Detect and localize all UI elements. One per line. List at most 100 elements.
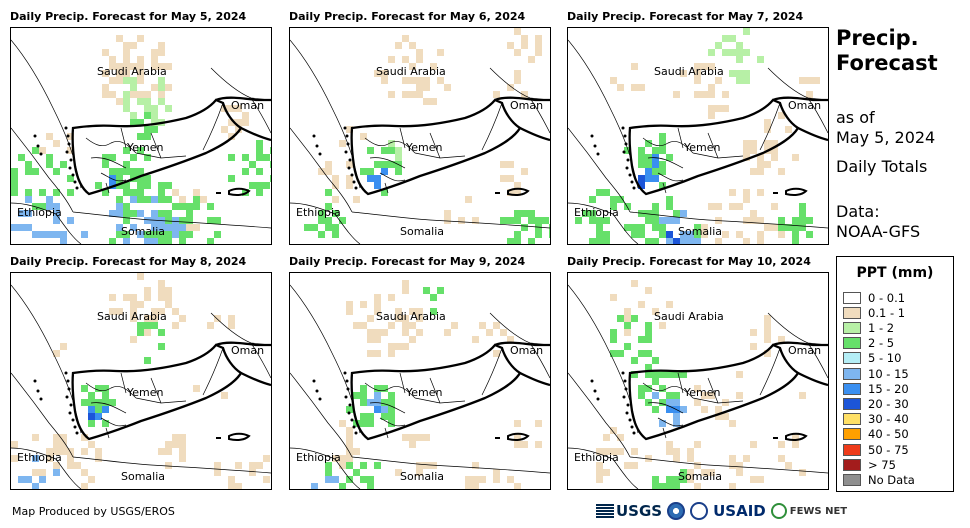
somalia-label: Somalia [678,470,723,483]
panel-title-may8: Daily Precip. Forecast for May 8, 2024 [10,255,247,268]
precip-map-svg [568,280,828,489]
legend-swatch [843,367,861,380]
red-sea-islands [590,126,636,190]
legend-item: 1 - 2 [843,320,894,335]
precip-map-svg [290,28,550,244]
yemen-label: Yemen [684,141,721,154]
map-panel-may8: Saudi Arabia Oman Yemen Ethiopia Somalia [10,272,272,490]
yemen-border [350,343,522,441]
legend-label: 40 - 50 [868,427,909,442]
forecast-title-line2: Forecast [836,51,938,75]
legend-label: 10 - 15 [868,366,909,381]
legend-label: 15 - 20 [868,381,909,396]
legend-item: 15 - 20 [843,381,909,396]
panel-title-may9: Daily Precip. Forecast for May 9, 2024 [289,255,526,268]
legend-swatch [843,291,861,304]
oman-border [494,341,550,387]
oman-border [494,96,550,142]
legend-swatch [843,382,861,395]
socotra-island [228,432,251,441]
legend-item: > 75 [843,457,896,472]
oman-label: Oman [231,344,265,357]
somalia-label: Somalia [678,225,723,238]
forecast-title: Precip. Forecast [836,26,938,76]
legend-item: 2 - 5 [843,336,894,351]
legend-item: 40 - 50 [843,427,909,442]
ethiopia-label: Ethiopia [296,451,341,464]
precip-map-svg [290,280,550,489]
fews-net-logo-text: FEWS NET [789,505,848,517]
red-sea-islands [590,371,636,435]
legend-swatch [843,473,861,486]
saudi-arabia-label: Saudi Arabia [654,65,724,78]
usaid-logo: USAID [713,502,766,520]
precip-grid [304,28,550,244]
country-borders [11,284,271,489]
saudi-arabia-label: Saudi Arabia [376,65,446,78]
yemen-label: Yemen [684,386,721,399]
oman-label: Oman [231,99,265,112]
yemen-border [628,98,800,196]
legend-swatch [843,428,861,441]
oman-label: Oman [788,344,822,357]
legend-label: No Data [868,472,915,487]
precip-map-svg [11,273,271,489]
precip-map-svg [568,28,828,244]
fews-net-logo: FEWS NET [770,503,848,519]
oman-label: Oman [788,99,822,112]
oman-label: Oman [510,344,544,357]
legend-swatch [843,443,861,456]
legend-swatch [843,413,861,426]
saudi-arabia-label: Saudi Arabia [97,65,167,78]
red-sea-islands [33,371,79,435]
noaa-seal-icon [667,502,686,520]
map-panel-may5: Saudi Arabia Oman Yemen Ethiopia Somalia [10,27,272,245]
map-panel-may10: Saudi Arabia Oman Yemen Ethiopia Somalia [567,272,829,490]
legend-swatch [843,458,861,471]
oman-border [215,341,271,387]
socotra-island [228,187,251,196]
somalia-label: Somalia [400,225,445,238]
legend-swatch [843,306,861,319]
legend-swatch [843,337,861,350]
red-sea-islands [312,126,358,190]
yemen-border [71,343,243,441]
map-panel-may7: Saudi Arabia Oman Yemen Ethiopia Somalia [567,27,829,245]
agency-logos: USGS USAID FEWS NET [596,498,847,524]
yemen-label: Yemen [406,141,443,154]
somalia-label: Somalia [121,470,166,483]
red-sea-islands [312,371,358,435]
legend-item: 50 - 75 [843,442,909,457]
usgs-logo: USGS [596,502,662,520]
yemen-label: Yemen [127,141,164,154]
map-credit: Map Produced by USGS/EROS [12,505,175,518]
ethiopia-label: Ethiopia [574,206,619,219]
country-borders [568,39,828,244]
somalia-label: Somalia [121,225,166,238]
precip-grid [575,28,820,244]
precip-map-svg [11,35,271,244]
legend-label: > 75 [868,457,896,472]
usgs-logo-text: USGS [616,502,663,520]
legend-item: No Data [843,472,915,487]
saudi-arabia-label: Saudi Arabia [376,310,446,323]
socotra-island [785,187,808,196]
legend-label: 1 - 2 [868,320,895,335]
legend-item: 20 - 30 [843,396,909,411]
as-of-label: as of [836,108,875,127]
red-sea-islands [33,126,79,190]
ethiopia-label: Ethiopia [17,451,62,464]
forecast-title-line1: Precip. [836,26,919,50]
legend-label: 30 - 40 [868,412,909,427]
data-label: Data: [836,202,880,221]
oman-border [772,341,828,387]
legend-item: 0.1 - 1 [843,305,905,320]
precip-grid [11,273,270,489]
legend-item: 30 - 40 [843,412,909,427]
oman-label: Oman [510,99,544,112]
daily-totals-label: Daily Totals [836,157,928,176]
legend-item: 5 - 10 [843,351,901,366]
somalia-label: Somalia [400,470,445,483]
panel-title-may6: Daily Precip. Forecast for May 6, 2024 [289,10,526,23]
ethiopia-label: Ethiopia [17,206,62,219]
